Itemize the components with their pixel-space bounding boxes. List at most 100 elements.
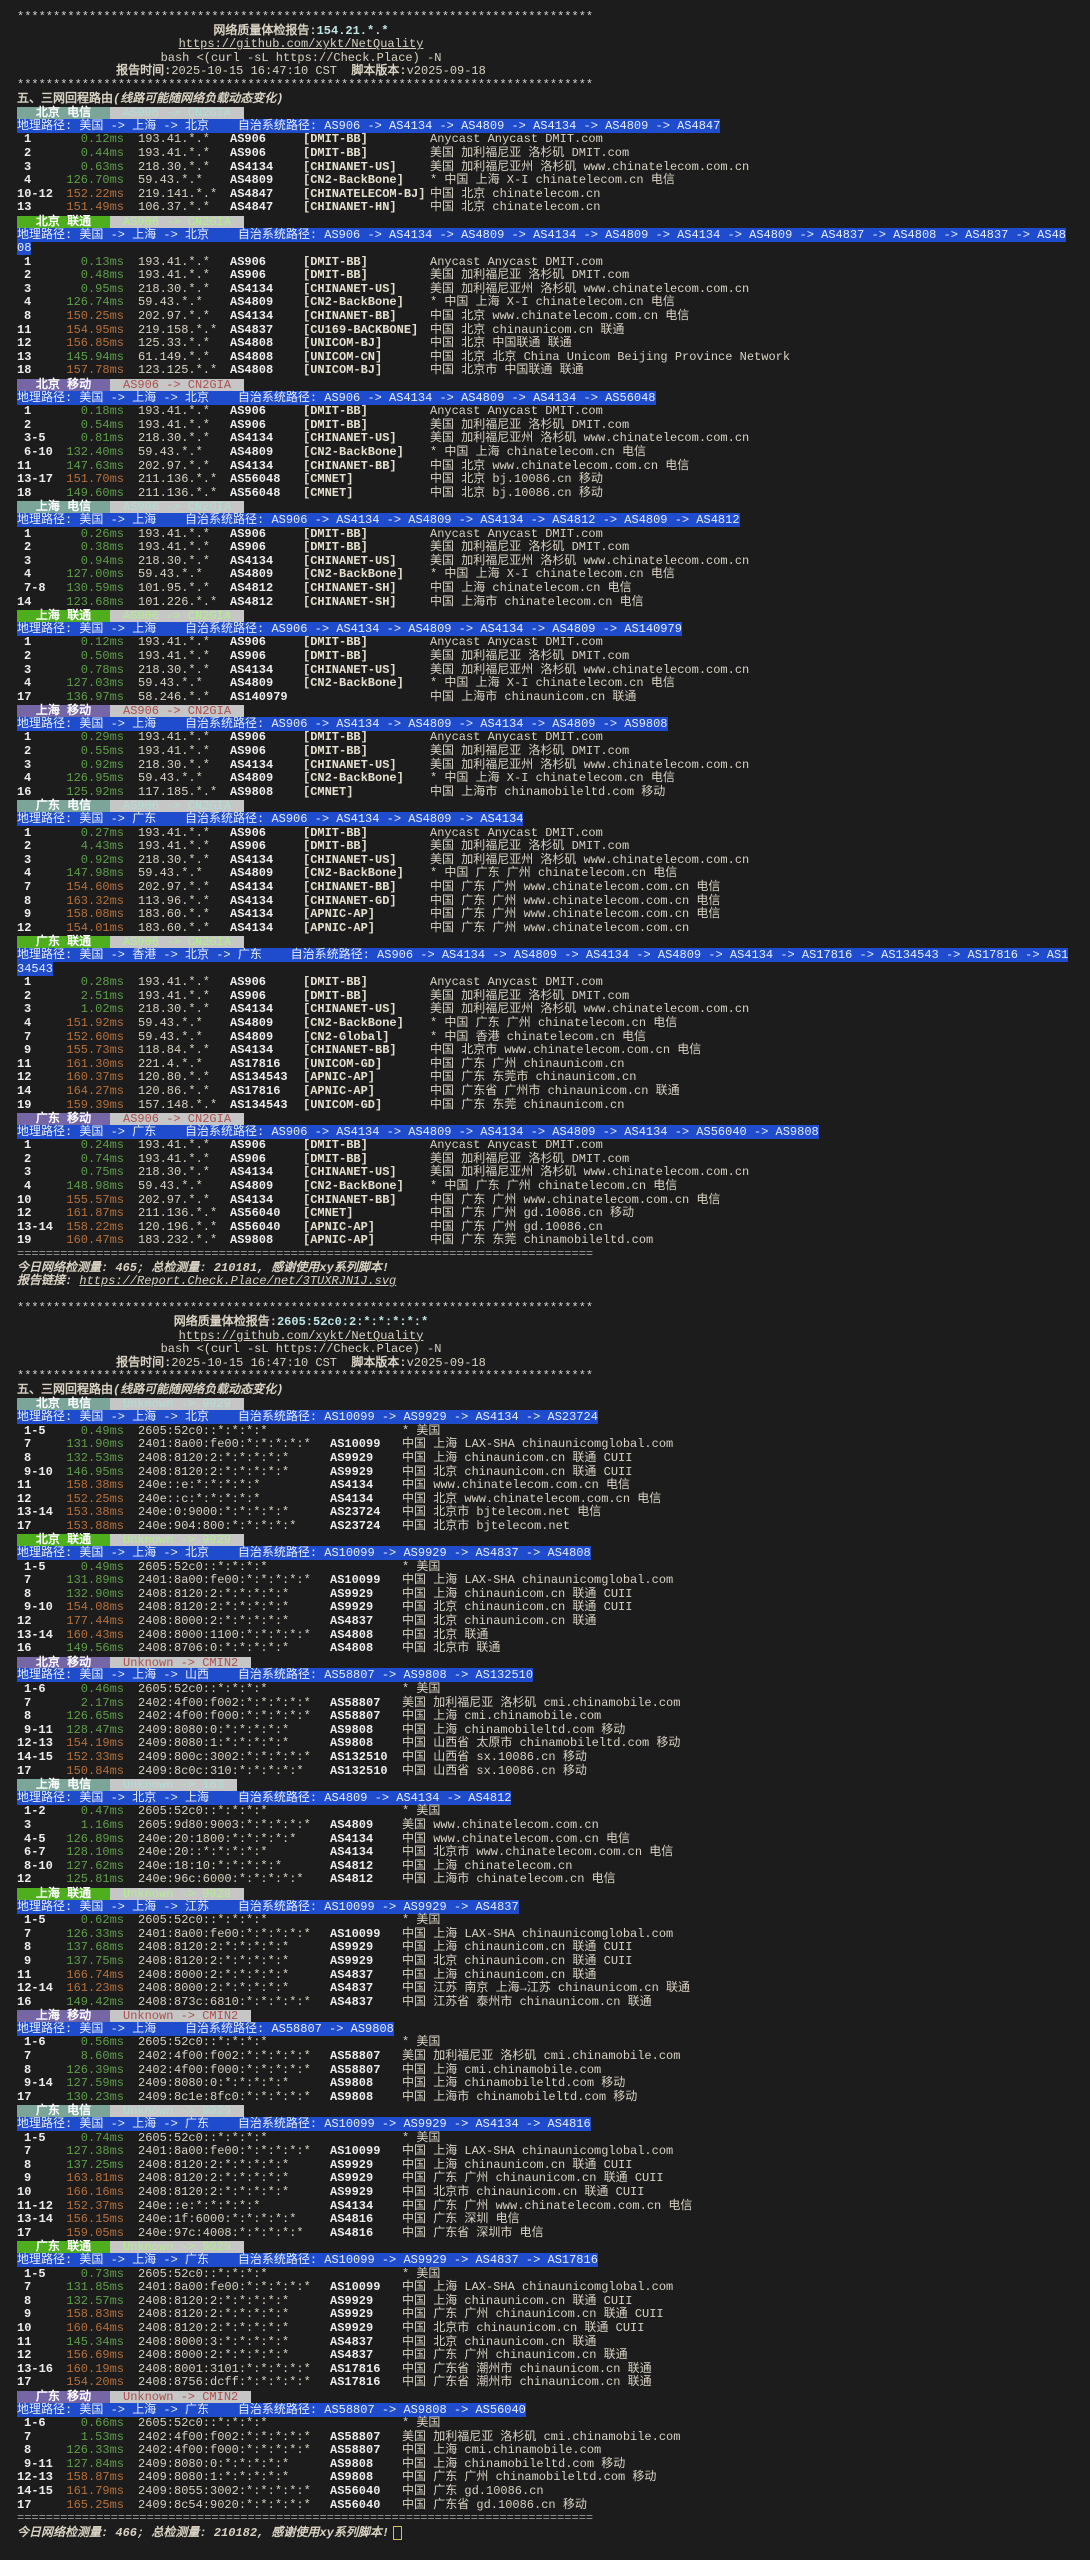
route-isp: 联通 [67,214,92,229]
hop-asn: AS906 [230,404,267,419]
hop-location: Anycast Anycast DMIT.com [430,254,603,269]
route-isp: 联通 [67,1533,92,1548]
hop-location: 中国 上海 chinatelecom.cn 电信 [430,580,632,595]
hop-ip: 2605:52c0::*:*:*:* [138,2035,268,2050]
hop-number: 8 [24,893,32,908]
hop-tag: [CHINANET-SH] [303,580,397,595]
hop-row: 1-6 0.66ms 2605:52c0::*:*:*:* * 美国 [17,2416,1090,2431]
hop-location: 美国 加利福尼亚 洛杉矶 DMIT.com [430,744,630,759]
hop-ip: 2409:8055:3002:*:*:*:*:* [138,2484,311,2499]
hop-number: 8 [24,309,32,324]
hop-asn: AS9808 [330,2470,374,2485]
hop-location: 中国 广东省 潮州市 chinaunicom.cn 联通 [402,2375,652,2390]
hop-row: 16 125.92ms 117.185.*.* AS9808 [CMNET] 中国 上海市… [17,785,1090,800]
hop-number: 1-5 [24,2130,46,2145]
hop-latency: 149.56ms [66,1641,124,1656]
hop-location: * 中国 广东 广州 chinatelecom.cn 电信 [430,1015,678,1030]
hop-asn: AS58807 [330,1695,381,1710]
geo-path: 美国 -> 上海 -> 山西 [79,1668,210,1683]
route-block: 上海 联通 AS906 -> CN2GIA 地理路径: 美国 -> 上海 自治系统路… [17,609,1090,704]
hop-number: 1 [24,730,32,745]
hop-tag: [APNIC-AP] [303,1233,376,1248]
hop-latency: 152.22ms [66,186,124,201]
hop-asn: AS906 [230,417,267,432]
hop-latency: 132.90ms [66,1586,124,1601]
hop-location: 中国 广东 广州 www.chinatelecom.com.cn 电信 [402,2198,693,2213]
repo-link[interactable]: https://github.com/xykt/NetQuality [178,1328,424,1343]
hop-latency: 160.47ms [66,1233,124,1248]
hop-tag: [CN2-BackBone] [303,567,404,582]
hop-row: 8 132.90ms 2408:8120:2:*:*:*:*:* AS9929 中国 上… [17,1586,1090,1602]
hop-ip: 240e:96c:6000:*:*:*:*:* [138,1872,304,1887]
report-time: 2025-10-15 16:47:10 CST [171,1355,337,1370]
hop-location: 美国 www.chinatelecom.com.cn [402,1817,599,1832]
route-isp: 移动 [67,704,92,719]
version-label: 脚本版本: [351,1355,407,1370]
route-target-label: 北京 电信 [17,1398,110,1411]
geo-path-label: 地理路径: [17,2117,80,2132]
hop-ip: 218.30.*.* [138,431,211,446]
hop-row: 12 152.25ms 240e::c:*:*:*:*:* AS4134 中国 北京 w… [17,1492,1090,1507]
hop-location: * 美国 [402,1913,441,1928]
hop-asn: AS4134 [230,662,274,677]
hop-latency: 123.68ms [66,594,124,609]
geo-path-label: 地理路径: [17,512,80,527]
hop-row: 11-12 152.37ms 240e::e:*:*:*:*:* AS4134 中国 广… [17,2198,1090,2214]
route-line-type: Unknown -> CMIN2 [110,2010,252,2023]
hop-tag: [CHINANET-BB] [303,309,397,324]
hop-location: Anycast Anycast DMIT.com [430,635,603,650]
stars-divider: ****************************************… [17,1301,594,1316]
hop-asn: AS4837 [230,322,274,337]
route-line-type: Unknown -> CMIN2 [110,2390,252,2403]
section-heading: 五、三网回程路由(线路可能随网络负载动态变化) [17,1383,1090,1398]
hop-row: 12 156.85ms 125.33.*.* AS4808 [UNICOM-BJ] 中国 … [17,337,1090,351]
hop-latency: 4.43ms [80,839,124,854]
hop-number: 17 [17,2089,32,2104]
route-badge: 广东 电信 AS906 -> CN2GIA [17,799,1090,813]
hop-ip: 218.30.*.* [138,553,211,568]
hop-number: 10 [17,2320,32,2335]
route-city: 北京 [35,105,60,120]
hop-asn: AS4134 [330,1831,374,1846]
hop-tag: [DMIT-BB] [303,417,368,432]
hop-number: 2 [24,540,32,555]
hop-ip: 183.232.*.* [138,1233,218,1248]
hop-latency: 147.98ms [66,866,124,881]
hop-row: 13-14 158.22ms 120.196.*.* AS56040 [APNIC-AP… [17,1220,1090,1235]
geo-path-label: 地理路径: [17,812,80,827]
hop-row: 13-16 160.19ms 2408:8001:3101:*:*:*:*:* AS1… [17,2362,1090,2377]
hop-number: 2 [24,268,32,283]
hop-row: 1 0.18ms 193.41.*.* AS906 [DMIT-BB] Anycast A… [17,405,1090,419]
geo-path-label: 地理路径: [17,1790,80,1805]
hop-asn: AS906 [230,145,267,160]
hop-tag: [DMIT-BB] [303,988,368,1003]
hop-asn: AS4134 [230,1192,274,1207]
route-badge: 广东 联通 AS906 -> CN2GIA [17,935,1090,949]
hop-number: 1-6 [24,1682,46,1697]
route-city: 上海 [35,1886,60,1901]
hop-number: 13-17 [17,472,54,487]
hop-latency: 159.39ms [66,1097,124,1112]
hop-latency: 0.56ms [80,2035,124,2050]
report-link[interactable]: https://Report.Check.Place/net/3TUXRJN1J… [79,1274,397,1289]
hop-ip: 2401:8a00:fe00:*:*:*:*:* [138,2144,311,2159]
hop-latency: 0.92ms [80,852,124,867]
hop-ip: 59.43.*.* [138,1029,203,1044]
hop-latency: 152.60ms [66,1029,124,1044]
hop-row: 4 127.00ms 59.43.*.* AS4809 [CN2-BackBone] * … [17,568,1090,582]
route-path: 地理路径: 美国 -> 上海 -> 山西 自治系统路径: AS58807 -> … [17,1668,1073,1683]
hop-tag: [CMNET] [303,472,354,487]
repo-link[interactable]: https://github.com/xykt/NetQuality [178,37,424,52]
report-target: 154.21.*.* [316,23,389,38]
hop-ip: 2408:8120:2:*:*:*:*:* [138,1586,290,1601]
geo-path-label: 地理路径: [17,1899,80,1914]
hop-tag: [CHINANET-BB] [303,880,397,894]
hop-asn: AS134543 [230,1097,288,1112]
hop-location: 中国 北京市 chinaunicom.cn 联通 CUII [402,2320,645,2335]
hop-row: 9-11 127.84ms 2409:8080:0:*:*:*:*:* AS9808 中… [17,2457,1090,2472]
geo-path-label: 地理路径: [17,2402,80,2417]
hop-asn: AS17816 [330,2375,381,2390]
hop-asn: AS23724 [330,1505,381,1520]
hop-asn: AS4847 [230,200,274,215]
hop-ip: 193.41.*.* [138,132,211,147]
